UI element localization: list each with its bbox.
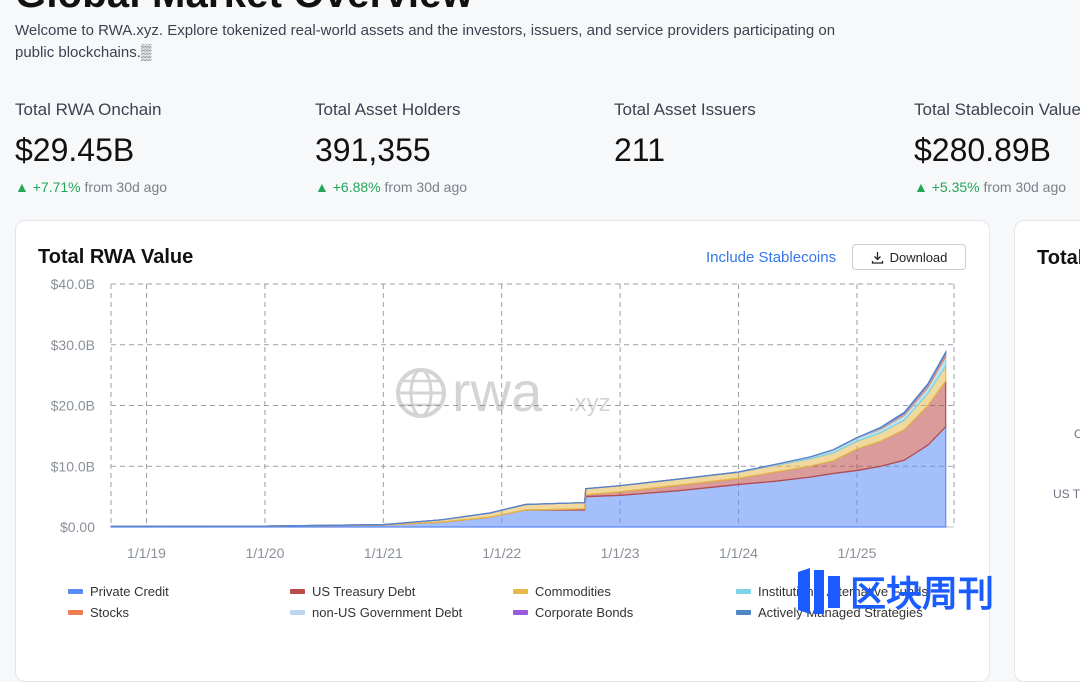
- up-arrow-icon: ▲: [315, 179, 329, 195]
- legend-swatch: [513, 610, 528, 615]
- legend-label: Corporate Bonds: [535, 605, 634, 620]
- stat-asset-holders: Total Asset Holders 391,355 ▲ +6.88% fro…: [315, 100, 467, 195]
- stat-total-rwa: Total RWA Onchain $29.45B ▲ +7.71% from …: [15, 100, 167, 195]
- page-intro: Welcome to RWA.xyz. Explore tokenized re…: [15, 22, 836, 61]
- page-title: Global Market Overview: [15, 0, 473, 17]
- include-stablecoins-toggle[interactable]: Include Stablecoins: [706, 249, 837, 266]
- x-axis-labels: 1/1/19 1/1/20 1/1/21 1/1/22 1/1/23 1/1/24 1/1/…: [127, 545, 877, 561]
- legend-label: non-US Government Debt: [312, 605, 463, 620]
- legend-label: Commodities: [535, 584, 611, 599]
- legend-item[interactable]: Private Credit: [68, 584, 169, 599]
- legend-item[interactable]: US Treasury Debt: [290, 584, 415, 599]
- stat-change-value: +6.88%: [332, 179, 381, 195]
- side-card: Total C US Tr: [1014, 220, 1080, 682]
- stat-value: $29.45B: [15, 132, 135, 168]
- logo-mark: [798, 568, 840, 614]
- x-tick-label: 1/1/24: [719, 545, 758, 561]
- blockchain-weekly-logo: 区块周刊: [798, 568, 994, 615]
- chart-areas: [110, 349, 947, 528]
- stat-stablecoin-value: Total Stablecoin Value $280.89B ▲ +5.35%…: [914, 100, 1080, 195]
- legend-swatch: [736, 589, 751, 594]
- stat-value: 391,355: [315, 132, 431, 168]
- up-arrow-icon: ▲: [914, 179, 928, 195]
- stat-change-suffix: from 30d ago: [983, 179, 1067, 195]
- x-tick-label: 1/1/20: [245, 545, 284, 561]
- globe-icon-meridian: [409, 368, 433, 418]
- legend-item[interactable]: Commodities: [513, 584, 611, 599]
- download-button[interactable]: Download: [852, 244, 966, 270]
- stat-change: ▲ +6.88% from 30d ago: [315, 179, 467, 195]
- download-label: Download: [889, 249, 948, 265]
- legend-label: Stocks: [90, 605, 130, 620]
- y-tick-label: $20.0B: [51, 398, 95, 414]
- card-title: Total RWA Value: [38, 246, 194, 268]
- y-tick-label: $10.0B: [51, 458, 95, 474]
- x-tick-label: 1/1/23: [601, 545, 640, 561]
- download-icon: [871, 251, 883, 264]
- stat-change: ▲ +7.71% from 30d ago: [15, 179, 167, 195]
- rwa-value-chart: rwa .xyz $0.00 $10.0B $20.0B $30.0B $40.0B 1…: [51, 276, 955, 561]
- stat-asset-issuers: Total Asset Issuers 211: [614, 100, 756, 169]
- stat-label: Total Stablecoin Value: [914, 100, 1080, 119]
- legend-swatch: [68, 610, 83, 615]
- legend-swatch: [68, 589, 83, 594]
- legend-swatch: [736, 610, 751, 615]
- stat-value: 211: [614, 132, 666, 168]
- legend-swatch: [290, 610, 305, 615]
- legend-swatch: [513, 589, 528, 594]
- legend-label: US Treasury Debt: [312, 584, 416, 599]
- area-private-credit: [110, 425, 947, 528]
- stat-change-suffix: from 30d ago: [384, 179, 468, 195]
- stat-change-value: +5.35%: [931, 179, 980, 195]
- stat-label: Total Asset Issuers: [614, 100, 756, 119]
- area-actively-managed-strategies: [111, 349, 947, 527]
- x-tick-label: 1/1/25: [837, 545, 876, 561]
- legend-item[interactable]: Corporate Bonds: [513, 605, 633, 620]
- side-card-title: Total: [1037, 247, 1080, 269]
- legend-item[interactable]: Stocks: [68, 605, 129, 620]
- x-tick-label: 1/1/21: [364, 545, 403, 561]
- total-rwa-value-card: Total RWA Value Include Stablecoins Down…: [15, 220, 990, 682]
- legend-swatch: [290, 589, 305, 594]
- legend-item[interactable]: non-US Government Debt: [290, 605, 462, 620]
- stat-change-suffix: from 30d ago: [84, 179, 168, 195]
- side-card-label: C: [1074, 427, 1080, 441]
- globe-icon: [396, 368, 446, 418]
- y-axis-labels: $0.00 $10.0B $20.0B $30.0B $40.0B: [51, 276, 96, 535]
- y-tick-label: $0.00: [60, 519, 95, 535]
- stat-change: ▲ +5.35% from 30d ago: [914, 179, 1080, 195]
- legend-label: Private Credit: [90, 584, 169, 599]
- logo-text: 区块周刊: [850, 574, 994, 615]
- watermark-suffix: .xyz: [568, 390, 611, 417]
- rwa-watermark: rwa .xyz: [396, 360, 611, 423]
- watermark-name: rwa: [452, 360, 543, 423]
- y-tick-label: $30.0B: [51, 337, 95, 353]
- stat-label: Total RWA Onchain: [15, 100, 162, 119]
- x-tick-label: 1/1/22: [482, 545, 521, 561]
- side-card-label: US Tr: [1053, 487, 1080, 501]
- stat-label: Total Asset Holders: [315, 100, 461, 119]
- stat-value: $280.89B: [914, 132, 1052, 168]
- up-arrow-icon: ▲: [15, 179, 29, 195]
- y-tick-label: $40.0B: [51, 276, 95, 292]
- x-tick-label: 1/1/19: [127, 545, 166, 561]
- stat-change-value: +7.71%: [32, 179, 81, 195]
